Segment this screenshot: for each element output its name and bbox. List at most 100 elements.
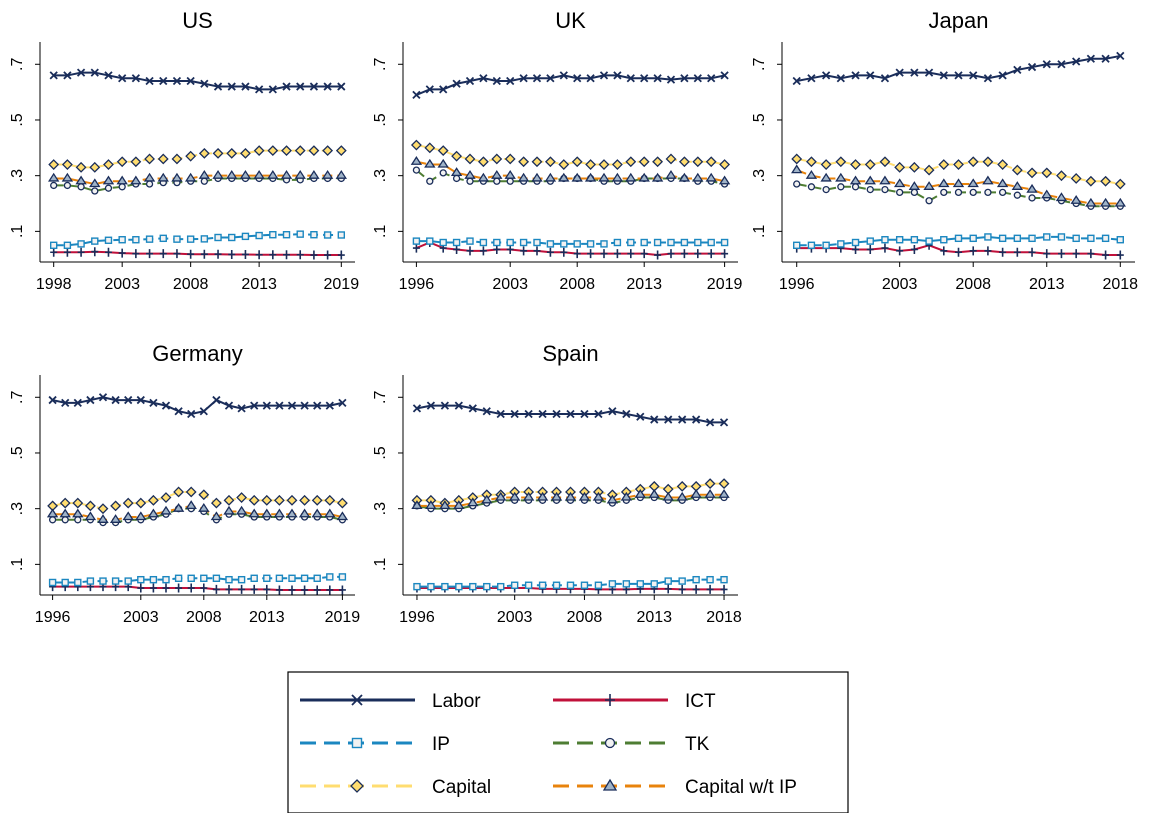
- x-tick-label: 1998: [36, 276, 72, 293]
- marker: [792, 76, 801, 86]
- marker: [611, 159, 623, 170]
- marker: [651, 172, 664, 182]
- x-tick-label: 1996: [35, 609, 71, 626]
- marker: [506, 177, 514, 185]
- marker: [640, 249, 648, 259]
- series-line: [416, 240, 725, 245]
- marker: [311, 494, 323, 506]
- marker: [450, 167, 463, 177]
- marker: [1013, 191, 1021, 199]
- marker: [440, 401, 450, 410]
- x-tick-label: 2013: [1029, 276, 1065, 293]
- marker: [925, 237, 933, 245]
- marker: [437, 158, 449, 168]
- marker: [940, 246, 948, 256]
- marker: [910, 244, 918, 254]
- panel-title: Germany: [152, 341, 242, 366]
- marker: [721, 249, 729, 259]
- marker: [665, 153, 677, 165]
- marker: [223, 505, 235, 515]
- marker: [130, 175, 142, 185]
- marker: [337, 250, 345, 260]
- marker: [704, 478, 716, 490]
- marker: [481, 494, 493, 504]
- marker: [452, 238, 461, 247]
- marker: [851, 71, 860, 80]
- marker: [157, 172, 169, 182]
- marker: [1057, 249, 1065, 259]
- marker: [694, 238, 702, 247]
- marker: [172, 76, 182, 86]
- marker: [967, 178, 979, 188]
- series-line: [53, 177, 342, 193]
- marker: [149, 583, 157, 593]
- marker: [282, 82, 291, 91]
- marker: [613, 71, 622, 80]
- marker: [61, 516, 69, 524]
- marker: [185, 500, 197, 510]
- marker: [969, 246, 977, 256]
- x-tick-label: 2018: [706, 609, 742, 626]
- marker: [49, 241, 58, 249]
- marker: [495, 491, 507, 501]
- series-line: [52, 507, 343, 524]
- marker: [866, 237, 874, 245]
- marker: [214, 233, 222, 242]
- marker: [116, 156, 128, 168]
- series-line: [52, 396, 343, 416]
- marker: [938, 178, 950, 188]
- marker: [453, 500, 465, 510]
- marker: [1041, 167, 1053, 179]
- marker: [522, 491, 535, 501]
- marker: [97, 503, 109, 515]
- marker: [102, 175, 115, 185]
- series-line: [52, 575, 343, 584]
- marker: [508, 491, 521, 501]
- marker: [145, 76, 154, 86]
- marker: [520, 246, 528, 256]
- marker: [718, 489, 730, 498]
- marker: [335, 169, 347, 179]
- marker: [564, 491, 577, 501]
- marker: [531, 156, 543, 168]
- marker: [109, 514, 122, 523]
- marker: [1041, 189, 1053, 199]
- marker: [269, 231, 277, 239]
- marker: [426, 177, 434, 185]
- marker: [910, 68, 919, 77]
- marker: [336, 497, 348, 509]
- marker: [491, 169, 503, 179]
- marker: [250, 584, 258, 594]
- marker: [1102, 250, 1110, 260]
- legend-label: IP: [432, 734, 450, 755]
- marker: [580, 581, 589, 589]
- marker: [90, 68, 99, 77]
- marker: [552, 409, 561, 419]
- marker: [573, 249, 581, 259]
- marker: [479, 74, 488, 83]
- marker: [606, 494, 619, 504]
- marker: [692, 156, 704, 168]
- marker: [351, 737, 363, 749]
- marker: [214, 249, 222, 259]
- marker: [479, 238, 488, 247]
- marker: [622, 580, 631, 588]
- marker: [186, 76, 195, 86]
- marker: [594, 581, 603, 589]
- y-tick-label: .3: [372, 169, 389, 182]
- marker: [519, 74, 528, 83]
- marker: [678, 577, 686, 585]
- marker: [171, 153, 183, 165]
- marker: [820, 172, 832, 182]
- marker: [524, 409, 533, 419]
- marker: [412, 166, 421, 174]
- marker: [821, 71, 831, 80]
- marker: [309, 82, 319, 91]
- marker: [705, 156, 717, 168]
- marker: [510, 581, 519, 589]
- marker: [104, 184, 113, 192]
- x-tick-label: 2003: [104, 276, 140, 293]
- marker: [908, 161, 920, 173]
- marker: [850, 159, 861, 170]
